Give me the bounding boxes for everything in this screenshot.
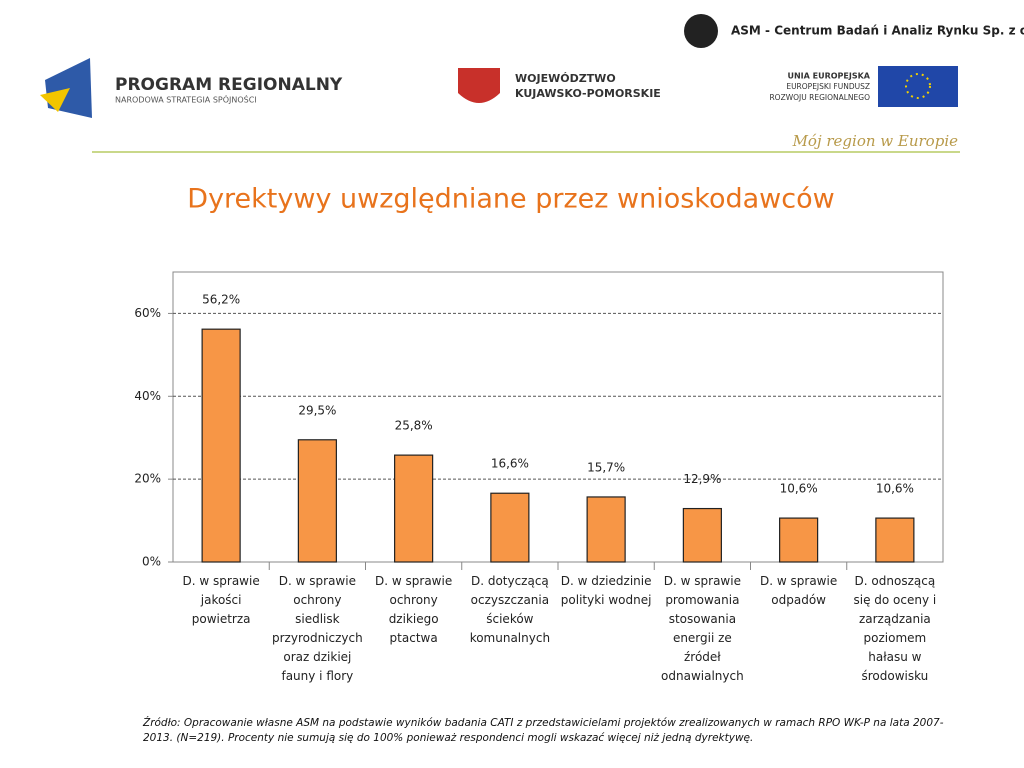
eu-3: ROZWOJU REGIONALNEGO [769,93,870,102]
bar [875,517,915,563]
eu-1: UNIA EUROPEJSKA [787,72,870,81]
eu-2: EUROPEJSKI FUNDUSZ [786,82,870,91]
program: PROGRAM REGIONALNY [115,75,343,95]
region-2: KUJAWSKO-POMORSKIE [515,87,661,100]
y-tick-label: 40% [134,389,161,403]
slogan: Mój region w Europie [792,132,959,150]
x-tick-label: D. odnoszącą się do oceny i zarządzania … [853,574,937,683]
y-tick-label: 20% [134,472,161,486]
bar [682,507,722,563]
x-tick-label: D. w sprawie promowania stosowania energ… [661,574,744,683]
value-label: 15,7% [587,460,625,474]
region-1: WOJEWÓDZTWO [515,72,616,85]
x-tick-label: D. dotyczącą oczyszczania ścieków komuna… [469,574,551,645]
bar [394,454,434,563]
source-note: Źródło: Opracowanie własne ASM na podsta… [143,717,944,744]
value-label: 16,6% [491,457,529,471]
program-logo-star [40,88,70,112]
x-tick-label: D. w sprawie odpadów [760,574,838,607]
y-tick-label: 0% [142,555,161,569]
region-crest [458,68,500,103]
asm-logo [684,14,718,48]
x-tick-label: D. w sprawie ochrony dzikiego ptactwa [375,574,453,645]
bar [490,492,530,563]
eu-flag [878,66,958,107]
value-label: 10,6% [876,482,914,496]
y-tick-label: 60% [134,306,161,320]
bar [297,439,337,563]
value-label: 12,9% [683,472,721,486]
eu-stars [905,73,931,99]
value-label: 10,6% [780,482,818,496]
company: ASM - Centrum Badań i Analiz Rynku Sp. z… [731,24,1024,38]
bar [201,328,241,563]
program-sub: NARODOWA STRATEGIA SPÓJNOŚCI [115,94,257,105]
program-logo [45,58,92,118]
chart-title: Dyrektywy uwzględniane przez wnioskodawc… [187,184,834,215]
x-tick-label: D. w dziedzinie polityki wodnej [560,574,652,607]
x-tick-label: D. w sprawie jakości powietrza [182,574,260,626]
bar [779,517,819,563]
value-label: 25,8% [395,419,433,433]
value-label: 29,5% [298,403,336,417]
bar [586,496,626,563]
x-tick-label: D. w sprawie ochrony siedlisk przyrodnic… [272,574,363,683]
value-label: 56,2% [202,293,240,307]
plot-frame [172,271,944,563]
